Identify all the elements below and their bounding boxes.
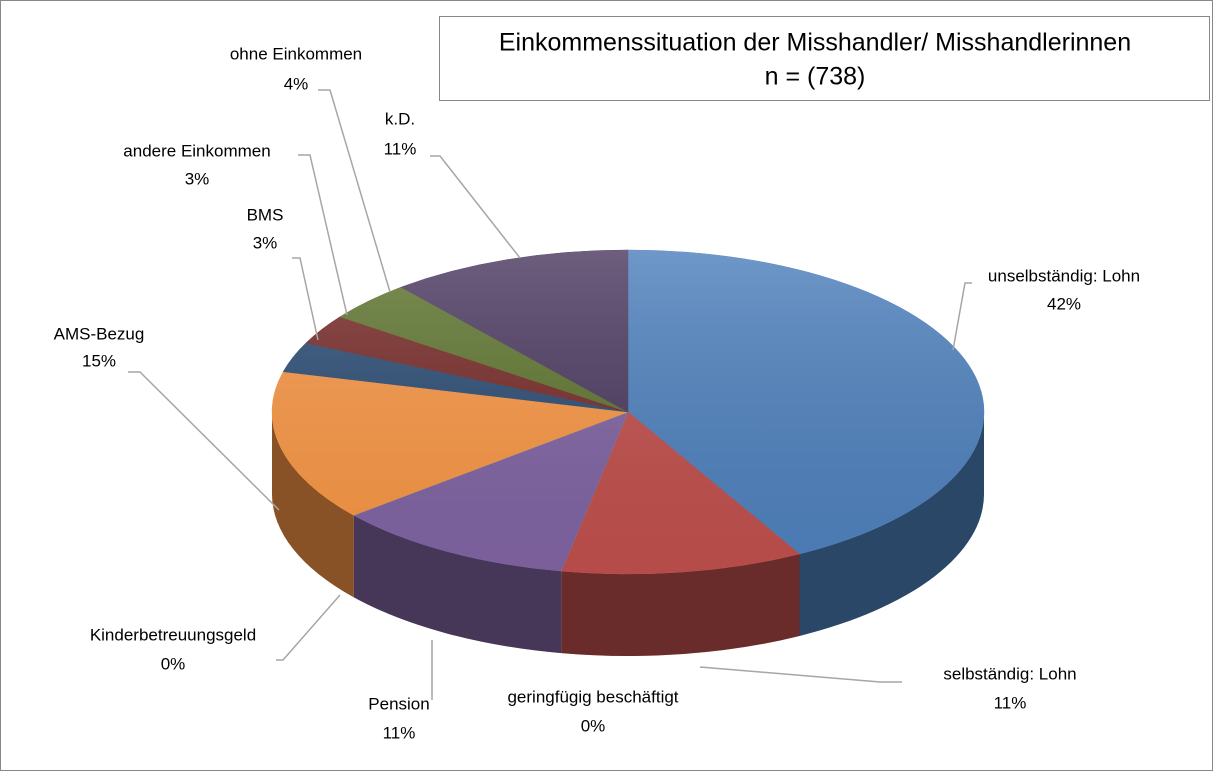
slice-value: 0% (581, 716, 606, 735)
slice-side-shade (272, 412, 354, 598)
leader-line (292, 257, 319, 341)
slice-value: 11% (994, 693, 1027, 712)
slice-value: 15% (82, 351, 116, 370)
slice-side-shade (799, 412, 984, 636)
slice-value: 3% (253, 233, 278, 252)
slice-label: Kinderbetreuungsgeld (90, 625, 256, 644)
slice-side-shade (561, 553, 800, 656)
leader-line (298, 154, 348, 316)
slice-label: Pension (368, 694, 429, 713)
leader-line (318, 89, 391, 293)
leader-line (699, 666, 902, 683)
leader-line (128, 371, 280, 511)
slice-value: 4% (284, 74, 309, 93)
chart-subtitle: n = (738) (765, 63, 866, 91)
slice-value: 0% (161, 654, 186, 673)
slice-side-shade (353, 515, 562, 654)
slice-label: k.D. (385, 109, 415, 128)
leader-line (952, 282, 972, 351)
slice-label: geringfügig beschäftigt (507, 687, 678, 706)
slice-label: selbständig: Lohn (943, 664, 1076, 683)
slice-label: andere Einkommen (123, 141, 270, 160)
slice-side (272, 412, 354, 598)
slice-label: unselbständig: Lohn (988, 266, 1140, 285)
leader-line (276, 594, 341, 661)
chart-title: Einkommenssituation der Misshandler/ Mis… (499, 29, 1131, 57)
slice-label: ohne Einkommen (230, 44, 362, 63)
leader-line (430, 155, 521, 259)
slice-value: 11% (384, 139, 417, 158)
slice-side (561, 553, 800, 656)
slice-side (353, 515, 562, 654)
slice-label: BMS (247, 205, 284, 224)
slice-value: 3% (185, 169, 210, 188)
slice-label: AMS-Bezug (54, 324, 145, 343)
slice-value: 42% (1047, 294, 1081, 313)
slice-value: 11% (383, 723, 416, 742)
slice-side (799, 412, 984, 636)
pie-gloss (272, 250, 984, 574)
title-box (439, 16, 1210, 101)
